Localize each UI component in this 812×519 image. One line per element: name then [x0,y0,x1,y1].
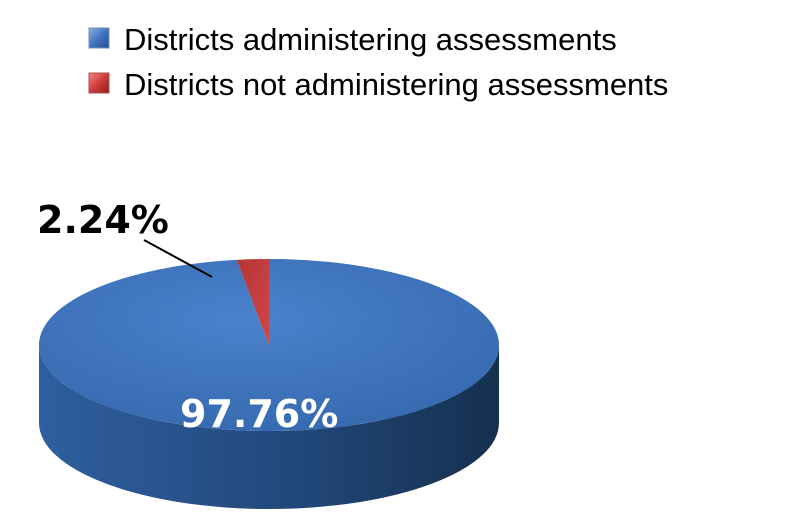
pie-side-wall [39,345,499,509]
legend-swatch-red [88,72,110,94]
data-label-not-administering: 2.24% [37,198,169,242]
pie-slice-administering [38,259,499,431]
data-label-administering: 97.76% [180,392,338,436]
legend: Districts administering assessments Dist… [88,22,668,102]
legend-swatch-blue [88,27,110,49]
legend-item-not-administering: Districts not administering assessments [88,67,668,102]
label-leader-line [143,239,213,278]
legend-item-administering: Districts administering assessments [88,22,617,57]
pie-slice-not-administering [236,259,269,345]
legend-label-not-administering: Districts not administering assessments [124,67,668,102]
legend-label-administering: Districts administering assessments [124,22,617,57]
